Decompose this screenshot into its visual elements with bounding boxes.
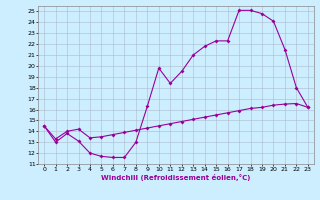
X-axis label: Windchill (Refroidissement éolien,°C): Windchill (Refroidissement éolien,°C) [101, 174, 251, 181]
